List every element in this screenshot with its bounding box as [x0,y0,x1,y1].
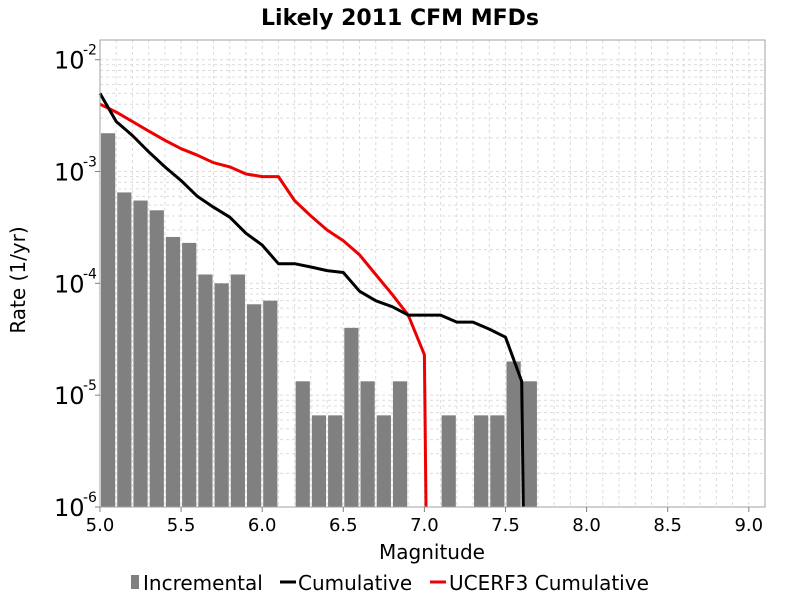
y-axis-label: Rate (1/yr) [6,226,30,333]
cumulative-lines [98,92,525,508]
y-tick-label: 10 [54,159,85,187]
x-tick-label: 5.5 [167,515,196,536]
legend-label-ucerf3: UCERF3 Cumulative [449,571,649,595]
incremental-bar [182,242,197,507]
incremental-bar [214,283,229,507]
incremental-bar [311,415,327,507]
x-tick-label: 8.5 [653,515,682,536]
x-tick-label: 5.0 [86,515,115,536]
incremental-bar [344,327,359,507]
cumulative-line [98,92,525,508]
legend: Incremental Cumulative UCERF3 Cumulative [131,571,649,595]
incremental-bar [165,236,181,508]
y-tick-label: 10 [54,270,85,298]
x-tick-label: 7.5 [491,515,520,536]
incremental-bar [246,304,262,507]
y-tick-label: 10 [54,47,85,75]
legend-swatch-incremental [131,575,139,589]
incremental-bar [360,381,375,507]
incremental-bar [376,415,391,507]
x-tick-label: 6.5 [329,515,358,536]
y-tick-label: 10 [54,382,85,410]
legend-label-incremental: Incremental [143,571,263,595]
y-tick-exponent: -5 [83,378,97,394]
chart-title: Likely 2011 CFM MFDs [261,6,539,31]
legend-label-cumulative: Cumulative [298,571,412,595]
incremental-bar [328,415,343,507]
plot-frame [99,39,766,508]
x-tick-label: 6.0 [248,515,277,536]
y-tick-label: 10 [54,494,85,522]
incremental-bars [101,133,537,508]
y-tick-exponent: -3 [83,155,97,171]
x-axis-label: Magnitude [379,540,485,564]
incremental-bar [263,300,278,507]
incremental-bar [198,274,213,507]
x-tick-label: 7.0 [410,515,439,536]
incremental-bar [295,381,310,507]
incremental-bar [230,274,245,507]
incremental-bar [506,361,521,507]
incremental-bar [522,381,537,507]
incremental-bar [490,415,505,507]
incremental-bar [133,200,148,508]
incremental-bar [392,381,408,507]
y-axis-ticks: 10-610-510-410-310-2 [54,43,100,522]
incremental-bar [101,133,116,508]
ucerf3-cumulative-line [99,102,428,508]
y-tick-exponent: -6 [83,490,97,506]
incremental-bar [117,192,132,507]
x-axis-ticks: 5.0 5.5 6.0 6.5 7.0 7.5 8.0 8.5 9.0 [86,507,763,536]
x-tick-label: 8.0 [572,515,601,536]
incremental-bar [441,415,456,507]
x-tick-label: 9.0 [734,515,763,536]
y-tick-exponent: -2 [83,43,97,59]
incremental-bar [474,415,489,507]
y-tick-exponent: -4 [83,266,97,282]
incremental-bar [149,210,164,507]
